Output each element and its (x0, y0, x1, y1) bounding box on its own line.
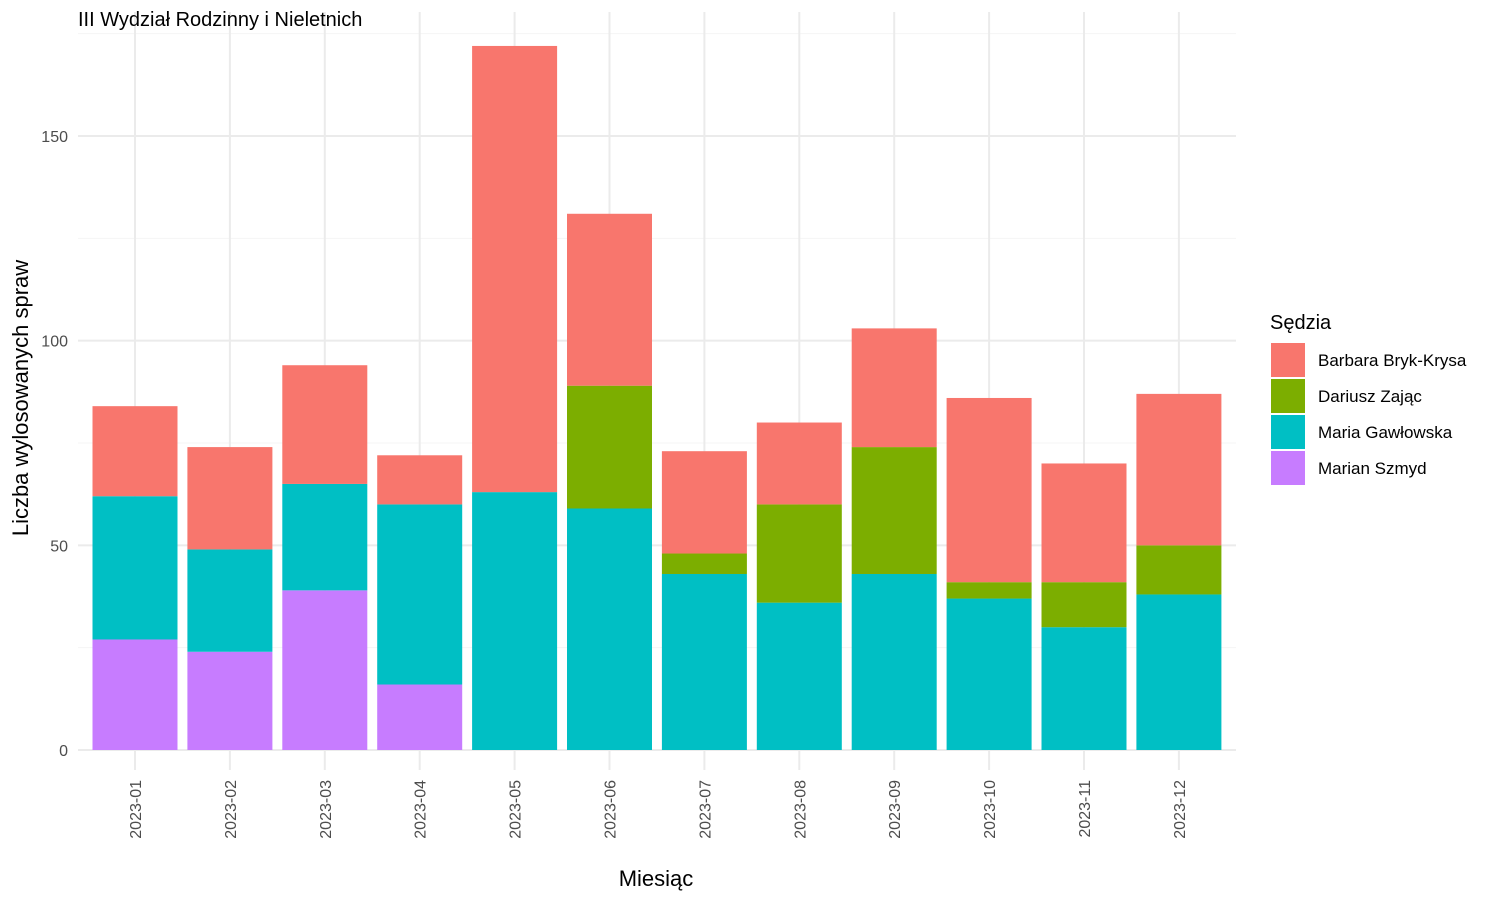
y-tick-label: 150 (41, 129, 68, 146)
x-tick-label: 2023-01 (128, 780, 145, 839)
legend-swatch (1271, 415, 1305, 449)
x-axis-ticks: 2023-01 2023-02 2023-03 2023-04 2023-05 2023-… (128, 780, 1189, 839)
legend-label: Marian Szmyd (1318, 459, 1427, 478)
y-axis-label: Liczba wylosowanych spraw (8, 260, 33, 536)
x-tick-label: 2023-11 (1077, 780, 1094, 838)
x-axis-label: Miesiąc (619, 866, 694, 891)
bar-segment: 2023-01 — Marian Szmyd: 27 (92, 639, 178, 750)
x-tick-label: 2023-05 (508, 780, 525, 839)
bar-segment: 2023-12 — Maria Gawłowska: 38 (1136, 594, 1222, 750)
bar-segment: 2023-01 — Barbara Bryk-Krysa: 22 (92, 406, 178, 497)
bar-segment: 2023-09 — Maria Gawłowska: 43 (851, 573, 937, 750)
bar-segment: 2023-06 — Dariusz Zając: 30 (567, 385, 652, 509)
bar-segment: 2023-03 — Barbara Bryk-Krysa: 29 (282, 365, 368, 484)
x-tick-label: 2023-10 (982, 780, 999, 839)
x-tick-label: 2023-03 (318, 780, 335, 839)
bar-segment: 2023-09 — Dariusz Zając: 31 (851, 447, 937, 574)
legend-swatch (1271, 379, 1305, 413)
bar-segment: 2023-12 — Dariusz Zając: 12 (1136, 545, 1222, 595)
bar-segment: 2023-10 — Maria Gawłowska: 37 (946, 598, 1032, 750)
x-tick-label: 2023-02 (223, 780, 240, 839)
legend: Sędzia Barbara Bryk-Krysa Dariusz Zając Ma… (1270, 312, 1467, 485)
legend-swatch (1271, 343, 1305, 377)
bar-segment: 2023-06 — Maria Gawłowska: 59 (567, 508, 652, 750)
x-tick-label: 2023-08 (792, 780, 809, 839)
y-tick-label: 0 (59, 743, 68, 760)
bar-segment: 2023-07 — Barbara Bryk-Krysa: 25 (661, 451, 747, 554)
bar-segment: 2023-06 — Barbara Bryk-Krysa: 42 (567, 213, 652, 386)
bar-segment: 2023-08 — Barbara Bryk-Krysa: 20 (756, 422, 842, 505)
bars: 2023-01 — Marian Szmyd: 272023-01 — Mari… (92, 45, 1222, 750)
bar-segment: 2023-04 — Maria Gawłowska: 44 (377, 504, 463, 685)
bar-segment: 2023-10 — Barbara Bryk-Krysa: 45 (946, 397, 1032, 583)
bar-segment: 2023-10 — Dariusz Zając: 4 (946, 582, 1032, 599)
bar-segment: 2023-03 — Marian Szmyd: 39 (282, 590, 368, 750)
x-tick-label: 2023-09 (887, 780, 904, 839)
bar-segment: 2023-02 — Barbara Bryk-Krysa: 25 (187, 447, 273, 550)
bar-segment: 2023-04 — Marian Szmyd: 16 (377, 684, 463, 750)
chart-title: III Wydział Rodzinny i Nieletnich (78, 9, 362, 31)
bar-segment: 2023-12 — Barbara Bryk-Krysa: 37 (1136, 393, 1222, 546)
x-tick-label: 2023-07 (697, 780, 714, 839)
bar-segment: 2023-11 — Barbara Bryk-Krysa: 29 (1041, 463, 1127, 583)
bar-segment: 2023-02 — Maria Gawłowska: 25 (187, 549, 273, 652)
legend-label: Barbara Bryk-Krysa (1318, 351, 1467, 370)
bar-segment: 2023-11 — Maria Gawłowska: 30 (1041, 627, 1127, 750)
x-tick-label: 2023-06 (603, 780, 620, 839)
bar-segment: 2023-05 — Barbara Bryk-Krysa: 109 (472, 45, 558, 493)
bar-segment: 2023-07 — Dariusz Zając: 5 (661, 553, 747, 574)
legend-title: Sędzia (1270, 312, 1332, 334)
bar-segment: 2023-11 — Dariusz Zając: 11 (1041, 582, 1127, 628)
bar-segment: 2023-04 — Barbara Bryk-Krysa: 12 (377, 455, 463, 505)
bar-segment: 2023-08 — Dariusz Zając: 24 (756, 504, 842, 603)
legend-label: Dariusz Zając (1318, 387, 1422, 406)
x-tick-label: 2023-12 (1172, 780, 1189, 839)
legend-swatch (1271, 451, 1305, 485)
bar-segment: 2023-03 — Maria Gawłowska: 26 (282, 483, 368, 591)
bar-segment: 2023-07 — Maria Gawłowska: 43 (661, 573, 747, 750)
x-tick-label: 2023-04 (413, 780, 430, 839)
legend-items: Barbara Bryk-Krysa Dariusz Zając Maria Gaw… (1271, 343, 1467, 485)
y-tick-label: 50 (50, 538, 68, 555)
legend-label: Maria Gawłowska (1318, 423, 1453, 442)
y-tick-label: 100 (41, 334, 68, 351)
bar-segment: 2023-09 — Barbara Bryk-Krysa: 29 (851, 328, 937, 448)
bar-segment: 2023-05 — Maria Gawłowska: 63 (472, 492, 558, 750)
bar-segment: 2023-01 — Maria Gawłowska: 35 (92, 496, 178, 640)
bar-segment: 2023-02 — Marian Szmyd: 24 (187, 651, 273, 750)
bar-segment: 2023-08 — Maria Gawłowska: 36 (756, 602, 842, 750)
y-axis-ticks: 0 50 100 150 (41, 129, 68, 760)
